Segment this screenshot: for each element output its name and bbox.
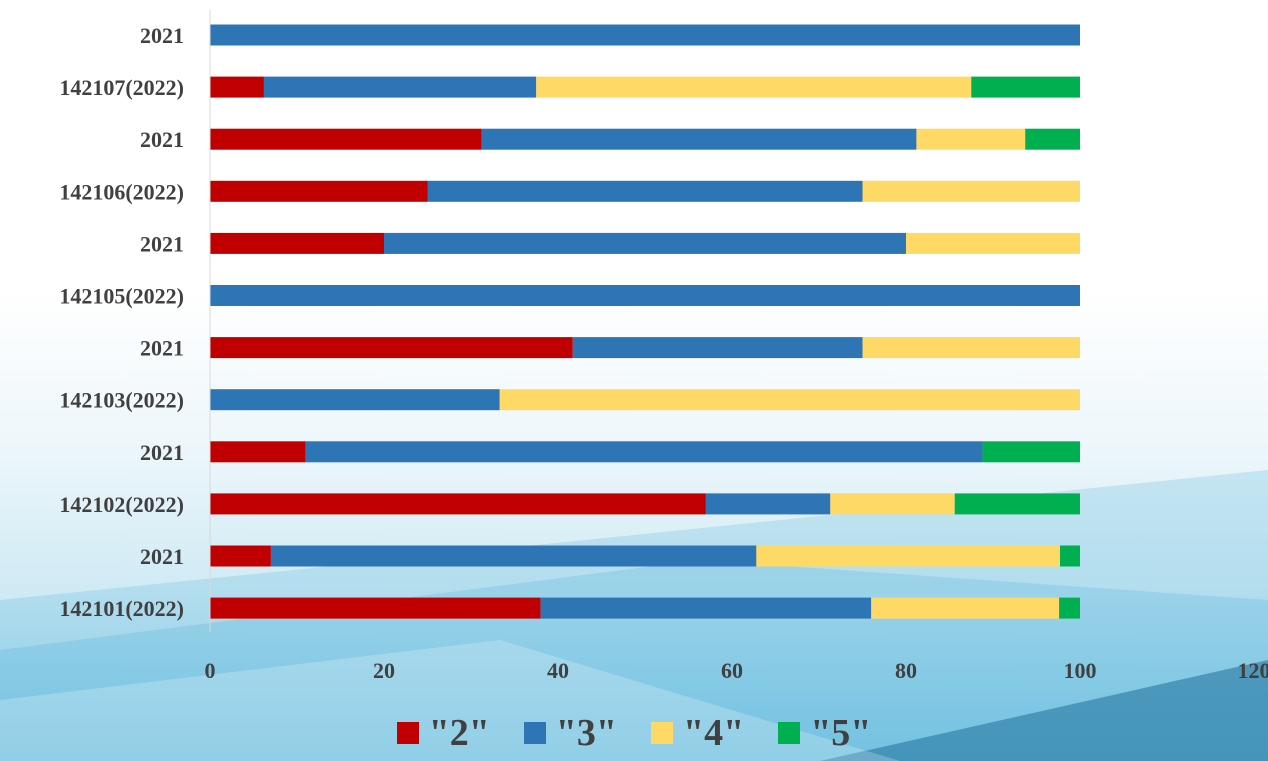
legend-item: "2" [396, 712, 490, 754]
bar-segment [210, 285, 1080, 306]
x-tick-label: 80 [895, 658, 917, 683]
bar-segment [210, 493, 706, 515]
category-label: 2021 [140, 544, 184, 569]
legend-label: "3" [555, 712, 617, 754]
legend-label: "2" [428, 712, 490, 754]
x-tick-label: 20 [373, 658, 395, 683]
bar-segment [263, 76, 537, 98]
bar-segment [1059, 545, 1080, 567]
bar-segment [954, 493, 1080, 515]
category-label: 2021 [140, 23, 184, 48]
bar-segment [830, 493, 955, 515]
bar-segment [210, 24, 1080, 46]
legend-swatch [523, 722, 546, 744]
bar-segment [540, 597, 872, 619]
bar-segment [705, 493, 831, 515]
bar-segment [210, 232, 384, 254]
legend-item: "3" [523, 712, 617, 754]
bar-segment [862, 180, 1080, 202]
x-tick-label: 100 [1064, 658, 1097, 683]
bars-group [210, 24, 1081, 619]
x-axis-tick-labels: 0 20 40 60 80 100 120 [205, 658, 1268, 683]
legend-swatch [651, 722, 673, 744]
bar-segment [1025, 128, 1080, 150]
category-label: 142107(2022) [59, 75, 184, 100]
legend-item: "5" [778, 714, 871, 752]
bar-segment [572, 337, 863, 359]
legend: "2" "3" "4" "5" [0, 708, 1268, 758]
category-label: 142103(2022) [59, 388, 184, 413]
bar-segment [210, 389, 500, 411]
legend-label: "4" [683, 712, 745, 754]
category-label: 142101(2022) [59, 596, 184, 621]
x-tick-label: 60 [721, 658, 743, 683]
bar-segment [982, 441, 1080, 463]
bar-segment [906, 232, 1080, 254]
category-label: 2021 [140, 440, 184, 465]
bar-segment [481, 128, 917, 150]
legend-label: "5" [810, 712, 872, 754]
category-label: 2021 [140, 336, 184, 361]
x-tick-label: 120 [1238, 658, 1268, 683]
category-label: 142105(2022) [59, 284, 184, 309]
legend-swatch [778, 722, 801, 744]
category-label: 142102(2022) [59, 492, 184, 517]
x-tick-label: 0 [205, 658, 216, 683]
bar-segment [305, 441, 983, 463]
bar-segment [756, 545, 1060, 567]
bar-segment [210, 545, 271, 567]
bar-segment [971, 76, 1080, 98]
bar-segment [384, 232, 906, 254]
category-label: 2021 [140, 127, 184, 152]
category-label: 2021 [140, 231, 184, 256]
bar-segment [1059, 597, 1080, 619]
bar-segment [427, 180, 863, 202]
bar-segment [916, 128, 1026, 150]
bar-segment [210, 180, 428, 202]
category-labels: 142101(2022) 2021 142102(2022) 2021 142103(2… [59, 23, 184, 621]
bar-segment [871, 597, 1060, 619]
bar-segment [270, 545, 757, 567]
bar-segment [210, 441, 306, 463]
bar-segment [499, 389, 1081, 411]
bar-segment [862, 337, 1080, 359]
legend-item: "4" [651, 714, 744, 752]
bar-segment [210, 76, 264, 98]
bar-segment [210, 128, 482, 150]
legend-swatch [396, 722, 419, 744]
bar-segment [536, 76, 972, 98]
category-label: 142106(2022) [59, 179, 184, 204]
x-tick-label: 40 [547, 658, 569, 683]
bar-segment [210, 597, 541, 619]
bar-segment [210, 337, 573, 359]
